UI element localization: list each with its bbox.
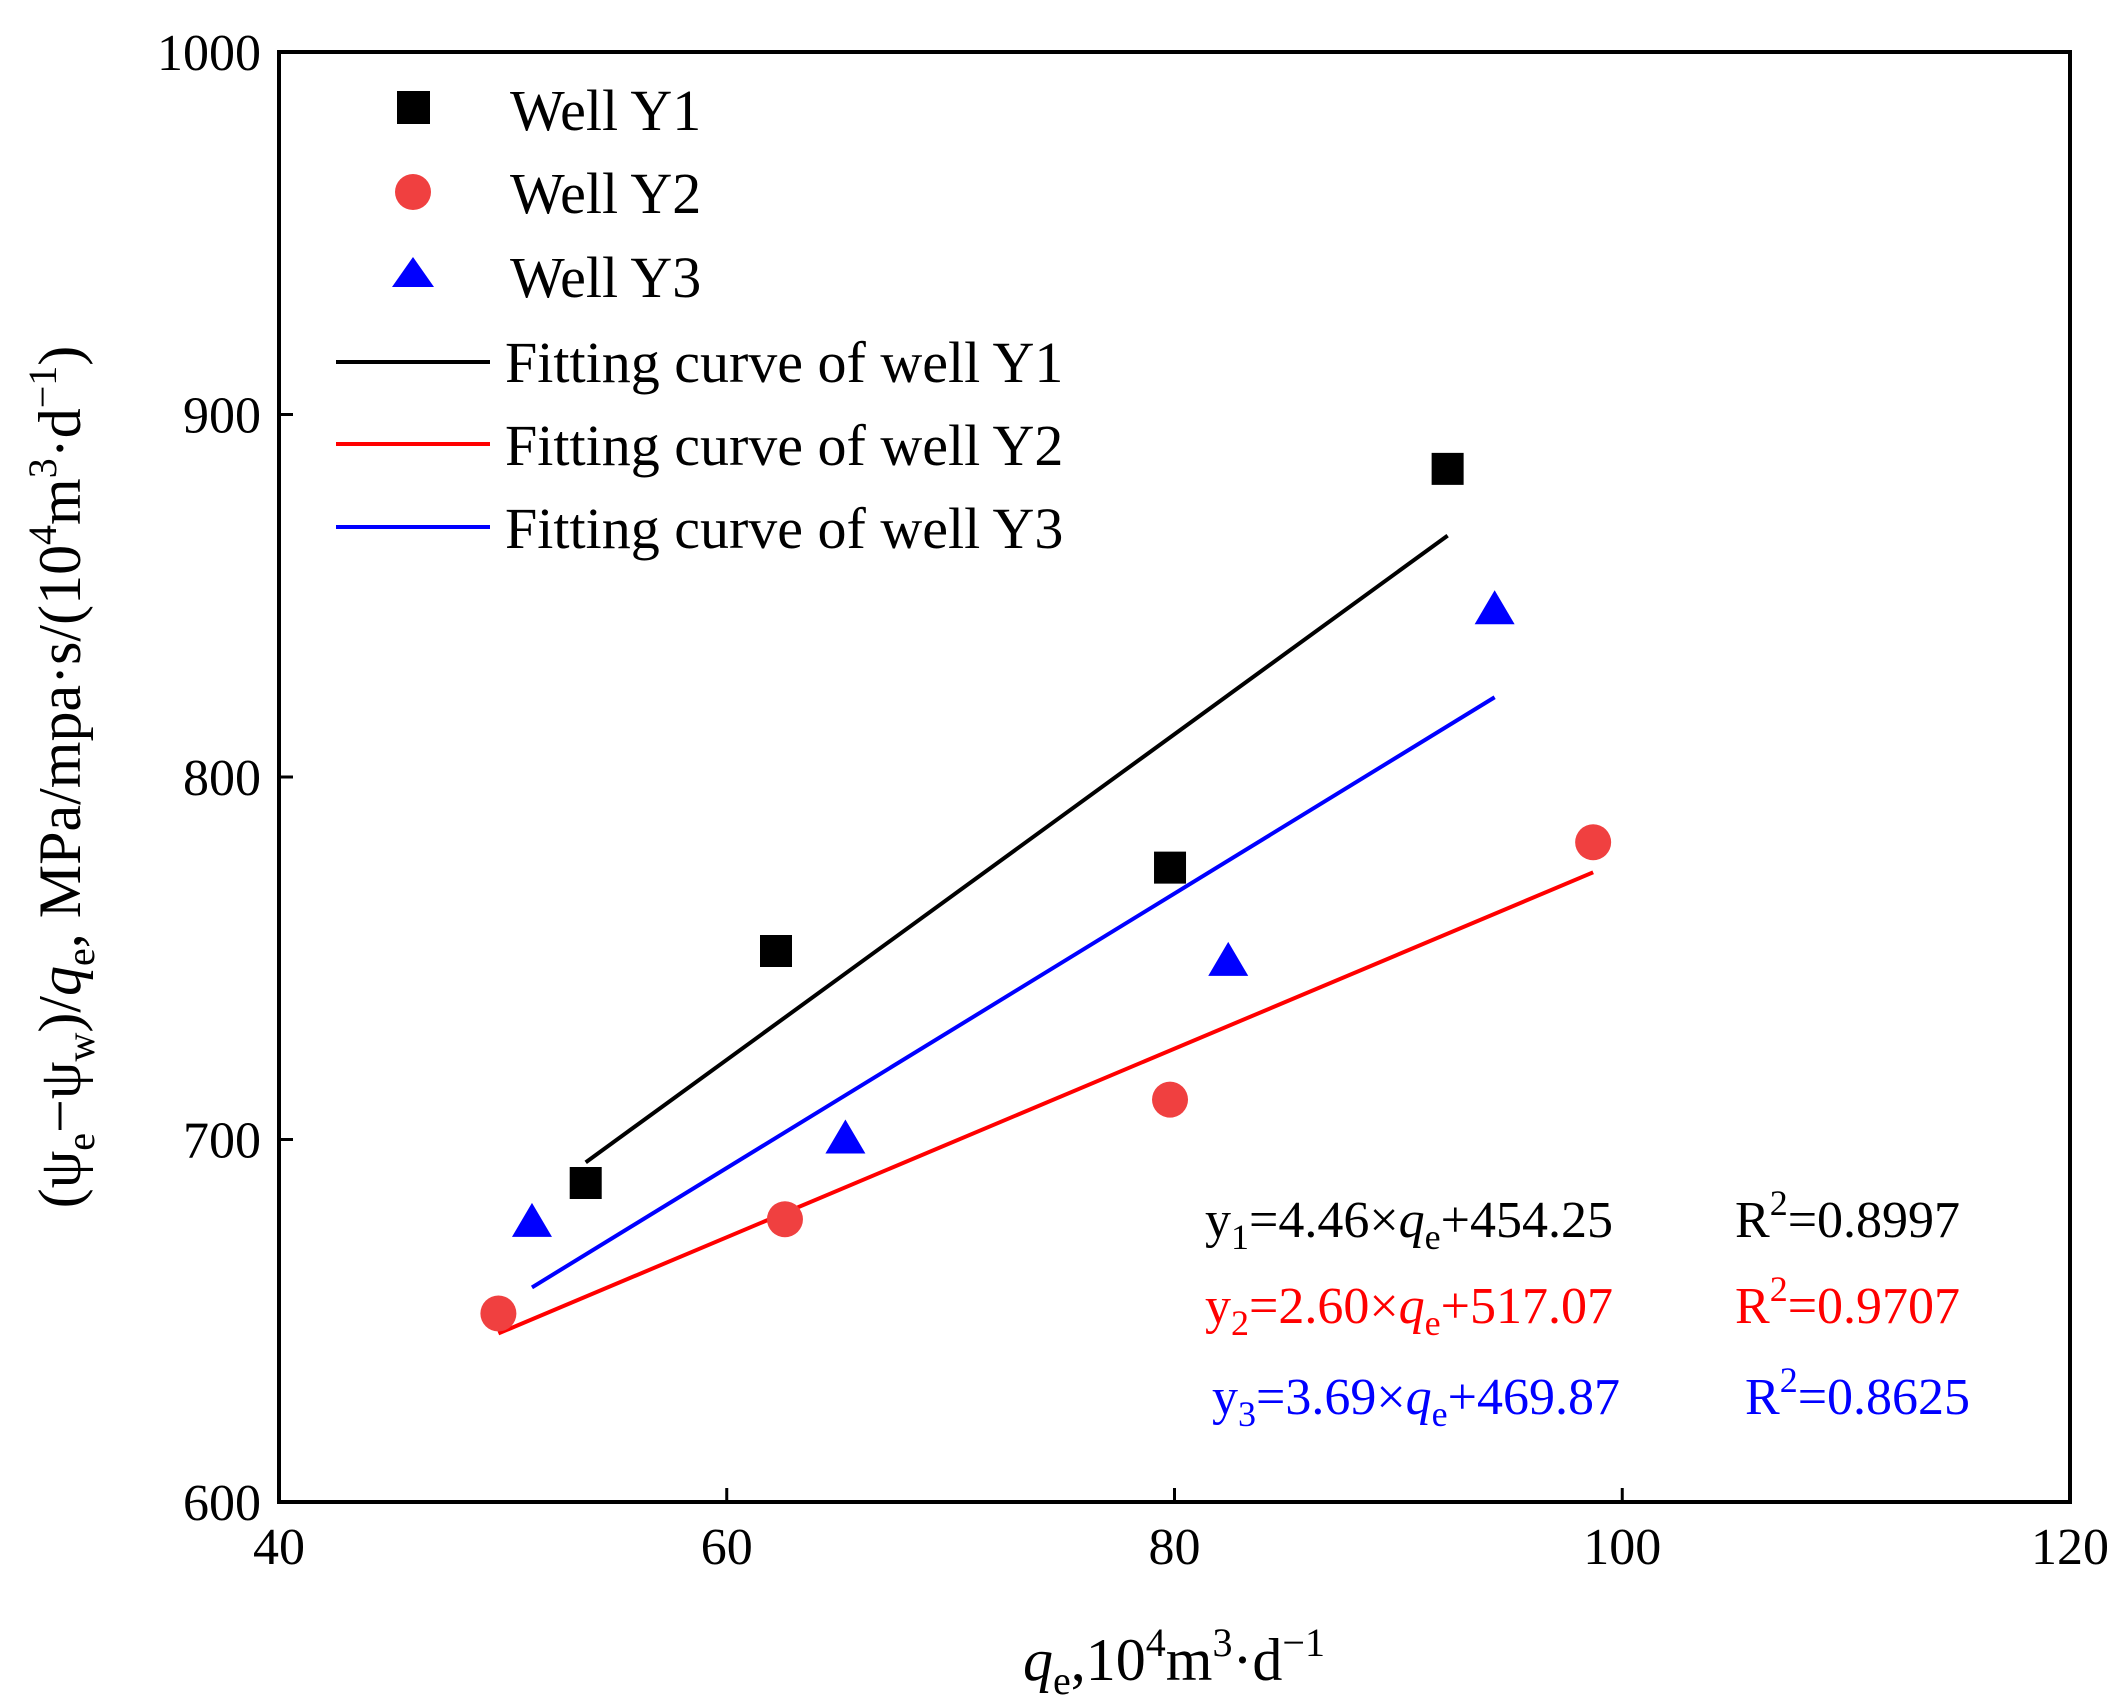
fit-lines bbox=[497, 533, 1594, 1336]
y-tick-label: 1000 bbox=[157, 25, 261, 82]
point-well-y1 bbox=[760, 935, 793, 967]
legend-label-fit-y3: Fitting curve of well Y3 bbox=[505, 496, 1063, 561]
equations: y1=4.46×qe+454.25 R2=0.8997 y2=2.60×qe+51… bbox=[1205, 1183, 1970, 1434]
legend-marker-well-y2 bbox=[395, 174, 431, 210]
x-tick-label: 120 bbox=[2031, 1519, 2109, 1576]
legend: Well Y1 Well Y2 Well Y3 Fitting curve of… bbox=[336, 78, 1063, 561]
fit-line-y2 bbox=[497, 870, 1594, 1336]
x-tick-label: 80 bbox=[1149, 1519, 1201, 1576]
equation-y1: y1=4.46×qe+454.25 R2=0.8997 bbox=[1205, 1183, 1960, 1257]
y-axis-title: (ψe−ψw)/qe, MPa/mpa·s/(104m3·d−1) bbox=[20, 346, 103, 1209]
axis-ticks: 40 60 80 100 120 600 700 800 900 1000 bbox=[157, 25, 2109, 1576]
point-well-y3 bbox=[825, 1119, 866, 1154]
point-well-y2 bbox=[480, 1295, 517, 1332]
x-tick-label: 60 bbox=[701, 1519, 753, 1576]
point-well-y3 bbox=[1208, 941, 1249, 976]
equation-y3: y3=3.69×qe+469.87 R2=0.8625 bbox=[1212, 1360, 1970, 1434]
equation-y2: y2=2.60×qe+517.07 R2=0.9707 bbox=[1205, 1269, 1960, 1343]
x-axis-title: qe,104m3·d−1 bbox=[1023, 1620, 1325, 1703]
point-well-y2 bbox=[1575, 824, 1612, 861]
x-tick-label: 100 bbox=[1583, 1519, 1661, 1576]
legend-label-fit-y2: Fitting curve of well Y2 bbox=[505, 413, 1063, 478]
legend-label-fit-y1: Fitting curve of well Y1 bbox=[505, 330, 1063, 395]
y-tick-label: 900 bbox=[183, 388, 261, 445]
legend-label-well-y2: Well Y2 bbox=[510, 161, 701, 226]
y-tick-label: 600 bbox=[183, 1475, 261, 1532]
fit-line-y1 bbox=[584, 533, 1449, 1164]
point-well-y2 bbox=[766, 1201, 803, 1238]
x-tick-label: 40 bbox=[253, 1519, 305, 1576]
point-well-y2 bbox=[1152, 1081, 1189, 1118]
legend-marker-well-y3 bbox=[392, 257, 434, 287]
legend-label-well-y1: Well Y1 bbox=[510, 78, 701, 143]
point-well-y1 bbox=[1154, 851, 1187, 884]
point-well-y3 bbox=[511, 1202, 552, 1237]
y-tick-label: 700 bbox=[183, 1113, 261, 1170]
y-tick-label: 800 bbox=[183, 750, 261, 807]
legend-label-well-y3: Well Y3 bbox=[510, 245, 701, 310]
point-well-y1 bbox=[569, 1167, 602, 1199]
data-points bbox=[480, 452, 1612, 1332]
point-well-y3 bbox=[1474, 590, 1515, 625]
legend-marker-well-y1 bbox=[397, 91, 430, 124]
fit-line-y3 bbox=[530, 695, 1496, 1290]
point-well-y1 bbox=[1431, 452, 1464, 485]
